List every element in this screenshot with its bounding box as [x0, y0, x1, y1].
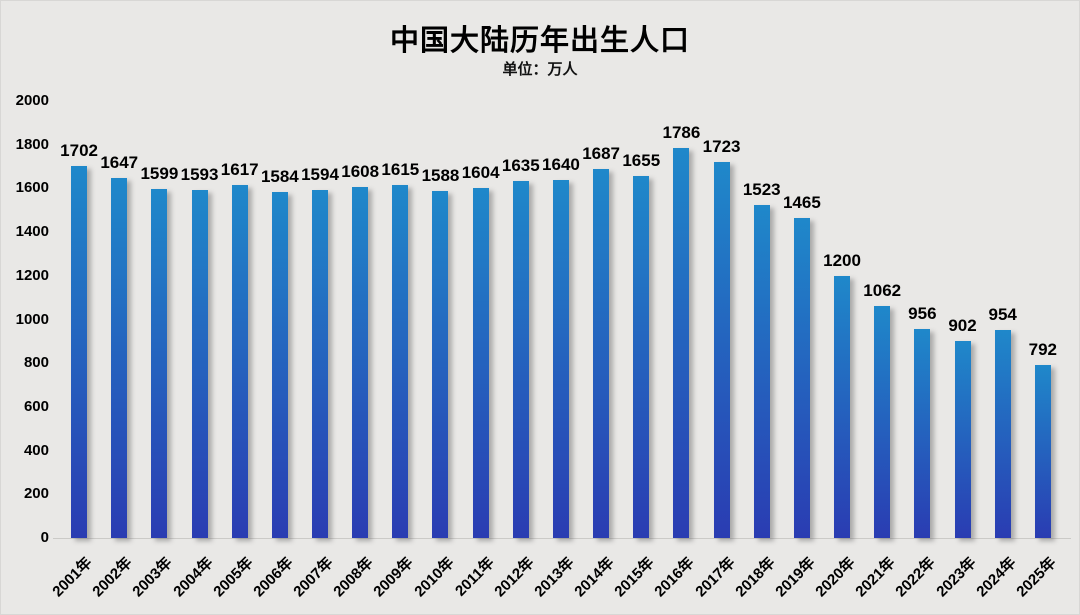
bar-slot: 1593 — [179, 101, 219, 538]
bar-series: 1702 1647 1599 1593 1617 1584 1594 1608 1615 1588… — [59, 101, 1063, 538]
bar-slot: 1687 — [581, 101, 621, 538]
bar-2015年 — [633, 176, 650, 538]
chart-unit-label: 单位：万人 — [502, 61, 578, 78]
bar-value-label: 1723 — [702, 137, 741, 156]
bar-value-label: 956 — [908, 304, 937, 323]
bar-2023年 — [954, 341, 971, 538]
bar-2002年 — [111, 178, 128, 538]
y-tick-label: 400 — [23, 441, 49, 459]
bar-value-label: 954 — [988, 305, 1017, 324]
bar-2003年 — [151, 189, 168, 538]
bar-slot: 1599 — [139, 101, 179, 538]
bar-2007年 — [312, 190, 329, 538]
x-slot: 2025年 — [1013, 544, 1063, 614]
y-tick-label: 1200 — [15, 266, 49, 284]
bar-value-label: 1640 — [542, 155, 580, 174]
bar-slot: 1640 — [541, 101, 581, 538]
bar-value-label: 1635 — [501, 156, 540, 175]
bar-value-label: 1786 — [662, 123, 701, 142]
bar-value-label: 1062 — [863, 281, 902, 300]
bar-slot: 902 — [942, 101, 982, 538]
bar-2018年 — [753, 205, 770, 538]
y-tick-label: 200 — [23, 485, 49, 503]
bar-slot: 1723 — [702, 101, 742, 538]
bar-value-label: 1615 — [381, 160, 420, 179]
x-axis: 2001年 2002年 2003年 2004年 2005年 2006年 2007年 2008年… — [49, 544, 1063, 614]
y-tick-label: 1400 — [15, 223, 49, 241]
x-tick-label: 2001年 — [49, 554, 96, 601]
bar-value-label: 1702 — [60, 141, 98, 160]
bar-value-label: 1200 — [823, 251, 861, 270]
bar-slot: 1594 — [300, 101, 340, 538]
bar-2016年 — [673, 148, 690, 538]
bar-value-label: 792 — [1028, 340, 1058, 359]
bar-slot: 1615 — [380, 101, 420, 538]
bar-value-label: 1465 — [782, 193, 821, 212]
bar-value-label: 1604 — [461, 163, 500, 182]
bar-2008年 — [352, 187, 369, 538]
bar-value-label: 1594 — [301, 165, 339, 184]
bar-2004年 — [191, 190, 208, 538]
bar-slot: 1655 — [621, 101, 661, 538]
y-tick-label: 1600 — [15, 179, 49, 197]
bar-2011年 — [472, 188, 489, 538]
bar-slot: 1465 — [782, 101, 822, 538]
y-tick-label: 0 — [40, 529, 49, 546]
bar-2005年 — [231, 185, 248, 538]
bar-slot: 1786 — [661, 101, 701, 538]
bar-2022年 — [914, 329, 931, 538]
bar-value-label: 1593 — [180, 165, 219, 184]
bar-slot: 1702 — [59, 101, 99, 538]
bar-2021年 — [874, 306, 891, 538]
bar-slot: 1604 — [461, 101, 501, 538]
bar-slot: 1635 — [501, 101, 541, 538]
x-slot: 2010年 — [411, 544, 460, 614]
bar-value-label: 1608 — [341, 162, 380, 181]
x-axis-baseline — [53, 538, 1071, 539]
bar-value-label: 902 — [948, 316, 977, 335]
bar-value-label: 1599 — [140, 164, 179, 183]
bar-2013年 — [552, 180, 569, 538]
bar-slot: 1647 — [99, 101, 139, 538]
y-tick-label: 1000 — [15, 310, 49, 328]
bar-2014年 — [593, 169, 610, 538]
y-axis: 0 200 400 600 800 1000 1200 1400 1600 1800 2000 — [1, 1, 49, 614]
bar-2010年 — [432, 191, 449, 538]
bar-2006年 — [271, 192, 288, 538]
bar-slot: 1588 — [420, 101, 460, 538]
bar-value-label: 1687 — [582, 144, 621, 163]
bar-slot: 1062 — [862, 101, 902, 538]
bar-2012年 — [512, 181, 529, 538]
bar-value-label: 1588 — [421, 166, 460, 185]
bar-2017年 — [713, 162, 730, 538]
bar-value-label: 1617 — [220, 160, 259, 179]
bar-slot: 954 — [983, 101, 1023, 538]
x-slot: 2009年 — [371, 544, 420, 614]
bar-2019年 — [793, 218, 810, 538]
bar-value-label: 1523 — [742, 180, 781, 199]
y-tick-label: 800 — [23, 354, 49, 372]
bar-2001年 — [71, 166, 88, 538]
bar-2025年 — [1034, 365, 1051, 538]
chart-title: 中国大陆历年出生人口 — [389, 25, 690, 57]
bar-2009年 — [392, 185, 409, 538]
bar-slot: 1200 — [822, 101, 862, 538]
bar-slot: 792 — [1023, 101, 1063, 538]
bar-slot: 1523 — [742, 101, 782, 538]
y-tick-label: 1800 — [15, 135, 49, 153]
bar-2024年 — [994, 330, 1011, 538]
bar-value-label: 1647 — [100, 153, 139, 172]
y-tick-label: 2000 — [15, 92, 49, 109]
bar-value-label: 1584 — [260, 167, 299, 186]
bar-value-label: 1655 — [622, 151, 661, 170]
bar-2020年 — [834, 276, 851, 538]
bar-slot: 956 — [902, 101, 942, 538]
y-tick-label: 600 — [23, 397, 49, 415]
bar-slot: 1617 — [220, 101, 260, 538]
bar-slot: 1608 — [340, 101, 380, 538]
bar-slot: 1584 — [260, 101, 300, 538]
